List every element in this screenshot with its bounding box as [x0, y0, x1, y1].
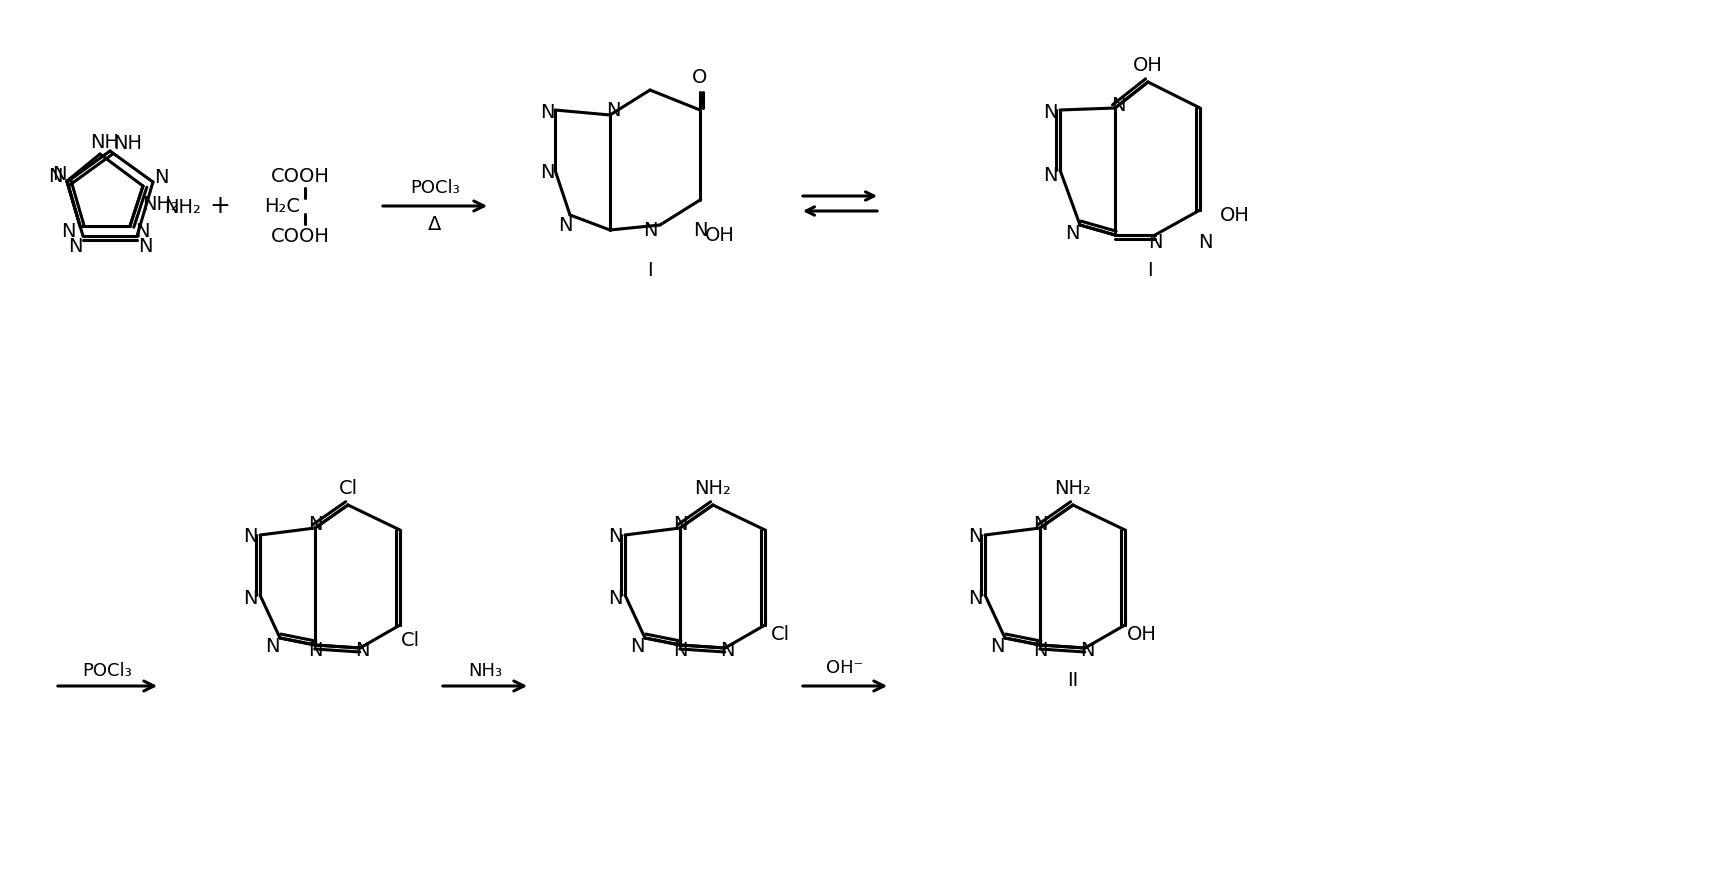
Text: N: N [1199, 232, 1212, 252]
Text: NH: NH [90, 133, 119, 152]
Text: II: II [1067, 671, 1079, 689]
Text: N: N [48, 167, 62, 185]
Text: N: N [1110, 96, 1126, 114]
Text: N: N [138, 237, 152, 255]
Text: Δ: Δ [428, 214, 442, 234]
Text: N: N [1033, 641, 1047, 659]
Text: N: N [608, 527, 622, 547]
Text: N: N [60, 222, 76, 240]
Text: NH₃: NH₃ [468, 662, 503, 680]
Text: POCl₃: POCl₃ [83, 662, 131, 680]
Text: OH⁻: OH⁻ [827, 659, 864, 677]
Text: NH₂: NH₂ [694, 478, 732, 498]
Text: OH: OH [705, 226, 736, 245]
Text: N: N [52, 165, 66, 183]
Text: OH: OH [1128, 626, 1157, 644]
Text: COOH: COOH [271, 227, 330, 245]
Text: NH₂: NH₂ [164, 198, 202, 216]
Text: NH₂: NH₂ [1055, 478, 1091, 498]
Text: N: N [541, 162, 554, 182]
Text: N: N [693, 221, 708, 239]
Text: N: N [674, 516, 687, 534]
Text: +: + [209, 194, 230, 218]
Text: N: N [307, 516, 323, 534]
Text: N: N [1043, 166, 1057, 184]
Text: N: N [608, 588, 622, 608]
Text: NH: NH [114, 134, 143, 152]
Text: N: N [244, 588, 257, 608]
Text: N: N [1066, 223, 1079, 243]
Text: N: N [264, 636, 280, 656]
Text: N: N [1148, 232, 1162, 252]
Text: N: N [558, 215, 572, 235]
Text: N: N [244, 527, 257, 547]
Text: N: N [630, 636, 644, 656]
Text: N: N [606, 100, 620, 120]
Text: N: N [642, 221, 658, 239]
Text: I: I [1147, 260, 1154, 279]
Text: N: N [967, 588, 983, 608]
Text: N: N [967, 527, 983, 547]
Text: N: N [1043, 103, 1057, 121]
Text: Cl: Cl [338, 478, 357, 498]
Text: NH₂: NH₂ [143, 195, 180, 214]
Text: H₂C: H₂C [264, 197, 300, 215]
Text: N: N [674, 641, 687, 659]
Text: N: N [67, 237, 83, 255]
Text: N: N [720, 641, 734, 659]
Text: N: N [307, 641, 323, 659]
Text: N: N [135, 222, 149, 240]
Text: COOH: COOH [271, 167, 330, 185]
Text: Cl: Cl [401, 631, 420, 649]
Text: I: I [648, 260, 653, 279]
Text: Cl: Cl [770, 626, 789, 644]
Text: OH: OH [1219, 206, 1250, 224]
Text: N: N [1033, 516, 1047, 534]
Text: O: O [693, 67, 708, 87]
Text: N: N [354, 641, 370, 659]
Text: N: N [990, 636, 1003, 656]
Text: OH: OH [1133, 56, 1162, 74]
Text: POCl₃: POCl₃ [409, 179, 459, 197]
Text: N: N [541, 103, 554, 121]
Text: N: N [154, 167, 168, 186]
Text: N: N [1079, 641, 1095, 659]
